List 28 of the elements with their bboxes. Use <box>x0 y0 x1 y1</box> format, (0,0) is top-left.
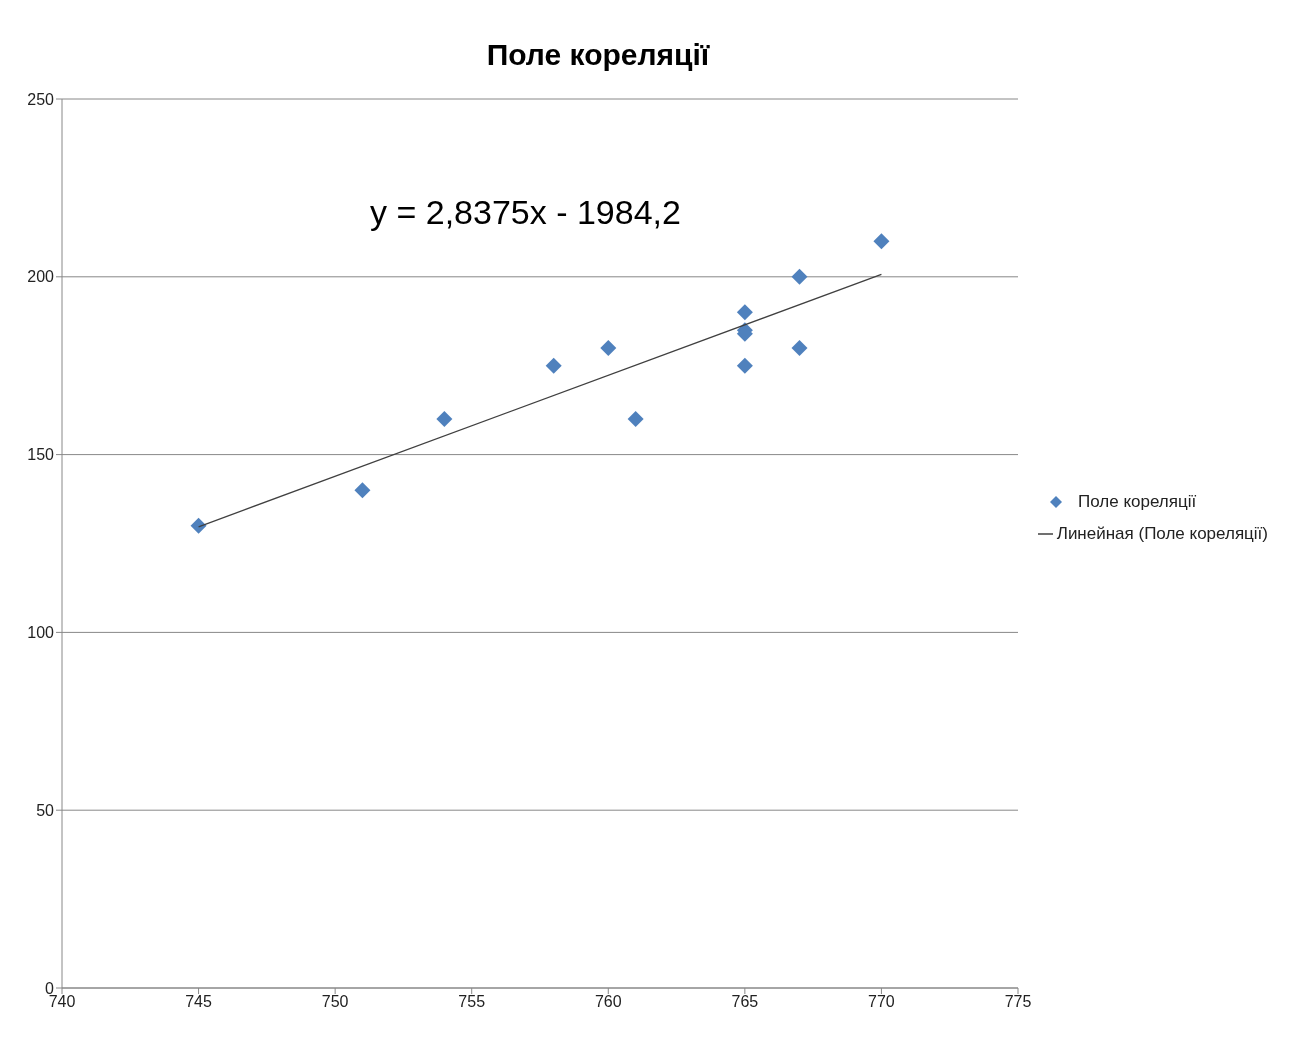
point <box>354 482 371 499</box>
chart-title: Поле кореляції <box>485 38 711 72</box>
point <box>190 517 207 534</box>
y-tick-label: 200 <box>27 268 55 286</box>
point <box>436 411 453 428</box>
legend-label: Поле кореляції <box>1078 492 1197 512</box>
point <box>736 357 753 374</box>
x-tick-label: 770 <box>868 993 895 1011</box>
y-tick-label: 50 <box>36 801 55 819</box>
x-tick-label: 755 <box>458 993 486 1011</box>
point <box>791 268 808 285</box>
point <box>736 304 753 321</box>
point <box>600 339 617 356</box>
annotation: y = 2,8375x - 1984,2 <box>370 193 681 232</box>
y-tick-label: 150 <box>27 446 55 464</box>
x-tick-label: 745 <box>185 993 213 1011</box>
x-tick-label: 775 <box>1004 993 1032 1011</box>
x-tick-label: 750 <box>321 993 349 1011</box>
point <box>873 233 890 250</box>
y-tick-label: 100 <box>27 624 55 642</box>
point <box>627 411 644 428</box>
x-tick-label: 740 <box>48 993 76 1011</box>
text: Линейная (Поле кореляції) <box>1056 524 1268 544</box>
y-tick-label: 250 <box>27 90 55 108</box>
point <box>791 339 808 356</box>
x-tick-label: 765 <box>731 993 759 1011</box>
x-tick-label: 760 <box>594 993 622 1011</box>
point <box>545 357 562 374</box>
